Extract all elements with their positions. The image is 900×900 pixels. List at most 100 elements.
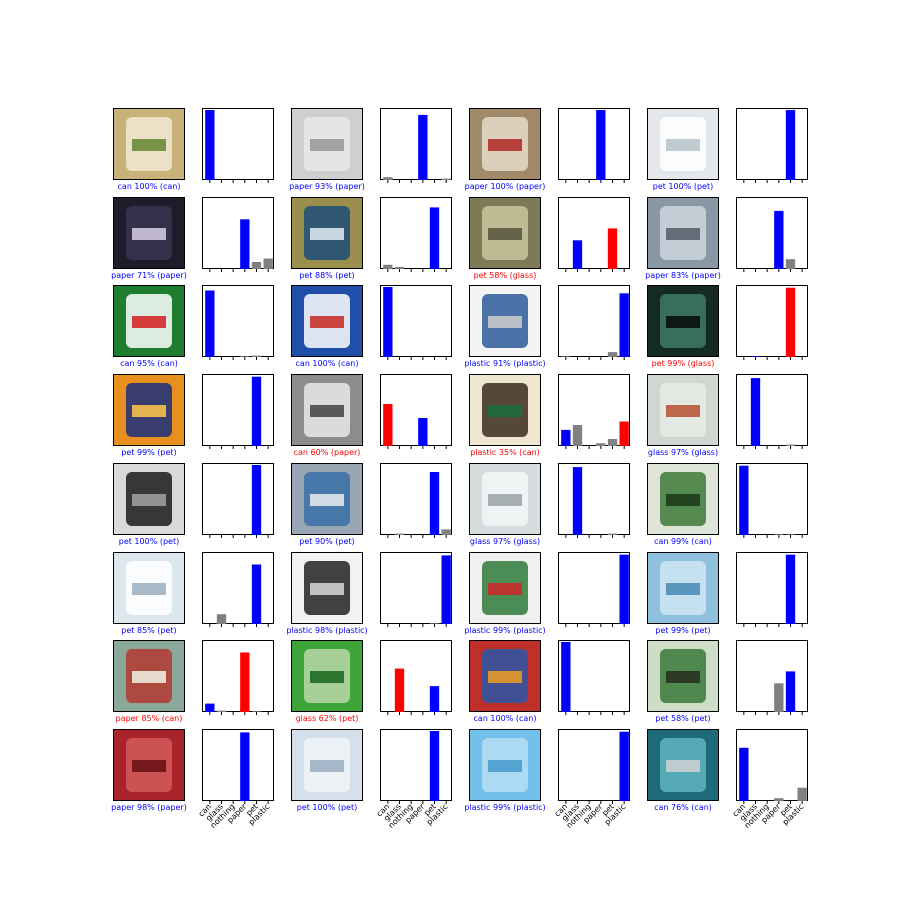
bar-paper [774, 534, 784, 535]
prediction-caption: paper 93% (paper) [289, 182, 365, 191]
sample-image-printed-paper-pile [469, 108, 541, 180]
prediction-caption: can 95% (can) [120, 359, 178, 368]
bar-pet [429, 686, 440, 712]
prediction-caption: glass 62% (pet) [295, 714, 359, 723]
bar-pet [251, 376, 262, 446]
sample-image-mountain-dew-can [113, 285, 185, 357]
bar-paper [240, 652, 250, 712]
bar-plastic [619, 293, 629, 357]
sample-image-white-plastic-jug [469, 285, 541, 357]
bar-pet [429, 207, 440, 269]
prediction-caption: plastic 91% (plastic) [464, 359, 546, 368]
x-tick-labels: can glass nothing paper pet plastic [197, 802, 274, 843]
bar-pet [251, 465, 262, 535]
sample-image-glass-bottle-bottom [469, 197, 541, 269]
x-tick-labels: can glass nothing paper pet plastic [375, 802, 452, 843]
prediction-caption: pet 100% (pet) [652, 182, 714, 191]
sample-image-first-aid-case [113, 640, 185, 712]
prediction-caption: pet 88% (pet) [299, 271, 355, 280]
sample-image-detergent-jug [469, 552, 541, 624]
prediction-caption: paper 100% (paper) [464, 182, 546, 191]
bar-pet [429, 731, 440, 801]
probability-bar-axes [380, 552, 452, 627]
bar-paper [240, 219, 250, 269]
sample-image-crushed-pet-black-spots [113, 463, 185, 535]
probability-bar-axes [736, 729, 808, 804]
sample-image-blue-cans-row [291, 285, 363, 357]
bar-plastic [441, 555, 451, 624]
probability-bar-axes [380, 374, 452, 449]
bar-can [561, 356, 571, 357]
prediction-caption: plastic 35% (can) [470, 448, 540, 457]
probability-bar-axes [380, 640, 452, 715]
sample-image-water-bottle-label [113, 552, 185, 624]
sample-image-light-blue-plastic [469, 729, 541, 801]
sample-image-red-gift-paper [113, 729, 185, 801]
bar-plastic [619, 421, 629, 446]
x-tick-labels: can glass nothing paper pet plastic [553, 802, 630, 843]
probability-bar-axes [736, 374, 808, 449]
sample-image-green-glass-neck [647, 285, 719, 357]
probability-bar-axes [380, 729, 452, 804]
bar-pet [785, 534, 796, 535]
bar-can [205, 290, 215, 357]
probability-bar-axes [736, 108, 808, 183]
prediction-caption: pet 99% (pet) [121, 448, 177, 457]
bar-can [383, 264, 393, 269]
probability-bar-axes [202, 729, 274, 804]
bar-glass [394, 668, 405, 712]
bar-can [739, 465, 749, 535]
bar-pet [785, 287, 796, 357]
prediction-caption: pet 100% (pet) [296, 803, 358, 812]
bar-plastic [441, 529, 451, 535]
bar-plastic [441, 178, 451, 180]
probability-bar-axes [736, 640, 808, 715]
probability-bar-axes [380, 463, 452, 538]
bar-paper [596, 443, 606, 446]
bar-pet [785, 671, 796, 712]
sample-image-green-label-pack [647, 640, 719, 712]
probability-bar-axes [202, 463, 274, 538]
sample-image-newspaper-stack [291, 374, 363, 446]
probability-bar-axes [380, 285, 452, 360]
prediction-caption: pet 100% (pet) [118, 537, 180, 546]
probability-bar-axes [558, 640, 630, 715]
sample-image-fanta-bottle [113, 374, 185, 446]
probability-bar-axes [558, 285, 630, 360]
bar-can [561, 642, 571, 712]
sample-image-gray-paper-sheet [291, 108, 363, 180]
sample-image-teal-can [647, 729, 719, 801]
probability-bar-axes [202, 552, 274, 627]
x-tick-labels: can glass nothing paper pet plastic [731, 802, 808, 843]
sample-image-clear-pet-water [291, 729, 363, 801]
prediction-caption: can 60% (paper) [293, 448, 361, 457]
bar-glass [216, 614, 227, 624]
bar-can [561, 429, 571, 446]
prediction-caption: can 100% (can) [473, 714, 537, 723]
prediction-caption: can 99% (can) [654, 537, 712, 546]
probability-bar-axes [558, 374, 630, 449]
prediction-caption: paper 71% (paper) [111, 271, 187, 280]
probability-bar-axes [736, 552, 808, 627]
bar-paper [774, 683, 784, 712]
bar-pet [785, 554, 796, 624]
bar-can [383, 177, 393, 180]
bar-glass [572, 467, 583, 535]
bar-pet [607, 439, 618, 446]
bar-glass [572, 240, 583, 269]
bar-pet [785, 444, 796, 446]
sample-image-dark-paper [113, 197, 185, 269]
probability-bar-axes [736, 285, 808, 360]
bar-paper [418, 418, 428, 446]
sample-image-crystal-pet-bottle [291, 197, 363, 269]
bar-can [205, 110, 215, 180]
prediction-caption: glass 97% (glass) [647, 448, 719, 457]
bar-glass [750, 378, 761, 446]
probability-bar-axes [736, 463, 808, 538]
prediction-caption: pet 99% (glass) [651, 359, 715, 368]
prediction-caption: pet 85% (pet) [121, 626, 177, 635]
probability-bar-axes [558, 197, 630, 272]
prediction-caption: plastic 99% (plastic) [464, 626, 546, 635]
probability-bar-axes [202, 640, 274, 715]
